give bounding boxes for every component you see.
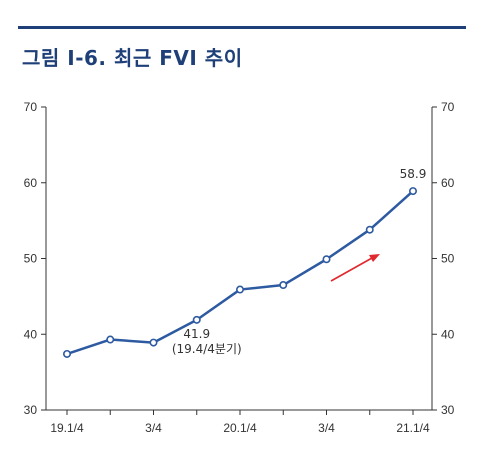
- x-ticks: 19.1/4 3/4 20.1/4 3/4 21.1/4: [50, 410, 430, 435]
- series-points: [62, 187, 417, 358]
- annotations: 41.9(19.4/4분기) 58.9: [172, 167, 427, 356]
- x-tick-label: 3/4: [145, 421, 162, 435]
- y-tick-label-left: 50: [24, 252, 38, 266]
- data-point: [322, 255, 331, 264]
- y-tick-label-left: 40: [24, 327, 38, 341]
- trend-arrow: [330, 254, 380, 282]
- y-tick-label-right: 40: [441, 327, 455, 341]
- data-label: 41.9: [183, 327, 210, 341]
- y-tick-label-right: 70: [441, 100, 455, 114]
- data-point: [106, 335, 115, 344]
- top-rule: [18, 26, 466, 29]
- y-tick-label-left: 30: [24, 403, 38, 417]
- data-label: 58.9: [400, 167, 427, 181]
- data-point: [279, 281, 288, 290]
- data-point: [408, 187, 417, 196]
- data-label-note: (19.4/4분기): [172, 342, 242, 356]
- data-point: [62, 349, 71, 358]
- y-tick-label-right: 60: [441, 176, 455, 190]
- series-line: [66, 190, 414, 356]
- data-point: [192, 315, 201, 324]
- data-point: [149, 338, 158, 347]
- x-tick-label: 20.1/4: [223, 421, 257, 435]
- data-point: [365, 225, 374, 234]
- data-point: [236, 285, 245, 294]
- x-tick-label: 3/4: [318, 421, 335, 435]
- y-ticks: 30 30 40 40 50 50 60 60 70 70: [24, 100, 455, 417]
- x-tick-label: 21.1/4: [396, 421, 430, 435]
- x-tick-label: 19.1/4: [50, 421, 84, 435]
- y-tick-label-right: 30: [441, 403, 455, 417]
- y-tick-label-left: 60: [24, 176, 38, 190]
- y-tick-label-right: 50: [441, 252, 455, 266]
- chart-title: 그림 Ⅰ-6. 최근 FVI 추이: [22, 46, 243, 70]
- y-tick-label-left: 70: [24, 100, 38, 114]
